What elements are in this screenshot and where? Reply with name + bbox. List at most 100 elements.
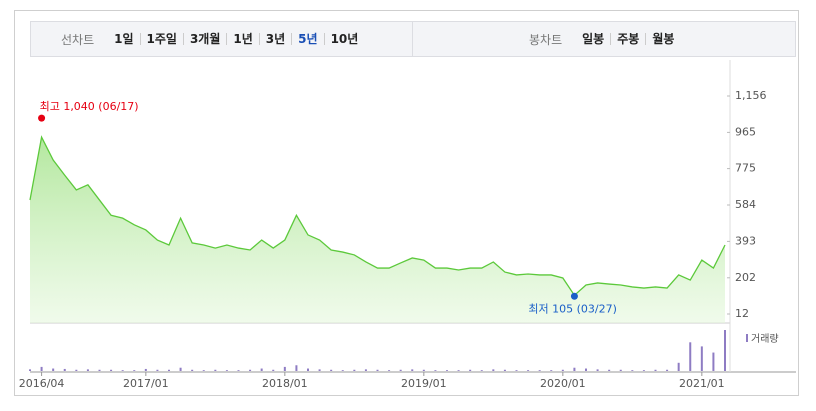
x-tick-label: 2021/01 [679,377,725,390]
volume-bar [307,368,309,371]
x-tick-label: 2017/01 [123,377,169,390]
y-tick-label: 584 [735,198,756,211]
y-tick-label: 202 [735,271,756,284]
x-tick-label: 2016/04 [19,377,65,390]
y-tick-label: 1,156 [735,89,767,102]
volume-bar [654,369,657,371]
volume-bar [550,370,553,371]
volume-bar [40,366,43,371]
volume-bar [191,369,194,371]
volume-bar [469,369,472,371]
volume-bar [608,369,611,371]
volume-bar [283,366,286,371]
volume-bar [272,369,275,371]
tab[interactable]: 1주일 [139,33,183,45]
tab[interactable]: 5년 [291,33,323,45]
volume-bar [677,362,680,371]
volume-bar [318,369,321,371]
price-line [29,135,726,297]
volume-bar [399,369,402,371]
y-tick-label: 775 [735,162,756,175]
volume-bar [75,369,78,371]
volume-bar [110,369,113,371]
volume-bar [515,370,518,371]
volume-bar [214,369,217,371]
volume-bar [689,342,692,371]
volume-bar [538,370,541,371]
y-tick-label: 12 [735,307,749,320]
volume-bar [631,370,634,371]
area [30,137,725,323]
volume-bar [156,369,159,371]
volume-bar [98,369,101,371]
volume-bar [527,370,530,371]
volume-bar [133,370,136,371]
volume-bar [492,369,495,371]
volume-bar [364,369,367,371]
x-tick-label: 2019/01 [401,377,447,390]
volume-bar [249,369,252,371]
volume-bar [573,367,576,371]
tab[interactable]: 일봉 [582,32,605,46]
tab[interactable]: 주봉 [610,33,645,45]
volume-bar [29,369,31,371]
volume-bar [446,370,448,371]
volume-bar [353,369,356,371]
volume-bar [179,367,182,371]
tab[interactable]: 월봉 [645,33,680,45]
annotation-label: 최고 1,040 (06/17) [40,100,139,113]
tab[interactable]: 1일 [114,32,134,46]
annotation-dot [570,292,578,300]
annotation-label: 최저 105 (03/27) [528,302,617,315]
tab[interactable]: 10년 [323,33,365,45]
volume-bar [330,369,333,371]
volume-bar [376,369,379,371]
volume-bar [225,370,228,371]
volume-bar [388,370,391,371]
volume-bar [503,369,506,371]
volume-bar [52,368,55,371]
volume-bar [295,365,298,371]
volume-bar [480,370,483,371]
volume-bar [561,369,564,371]
volume-bar [202,370,205,371]
y-tick-label: 965 [735,125,756,138]
tab[interactable]: 3개월 [182,33,226,45]
tab-bar: 선차트 1일 1주일 3개월 1년 3년 5년 10년 봉차트 일봉 주봉 월봉 [30,21,796,57]
tab[interactable]: 3년 [258,33,291,45]
tab-group-label: 봉차트 [529,32,563,47]
y-tick-label: 393 [735,234,756,247]
volume-bar [341,370,344,371]
legend-label: 거래량 [751,333,779,345]
line-tabs: 선차트 1일 1주일 3개월 1년 3년 5년 10년 [31,22,413,56]
legend-swatch [746,334,748,342]
volume-bar [168,369,170,371]
volume-bar [260,368,263,371]
volume-bar [585,368,587,371]
volume-bar [86,369,89,371]
volume-bar [724,330,726,371]
volume-bar [121,370,124,371]
volume-bar [596,369,599,371]
volume-bar [666,369,669,371]
volume-bar [642,370,645,371]
volume-bar [63,368,66,371]
tab[interactable]: 1년 [226,33,258,45]
chart-frame [14,10,799,396]
tab-group-label: 선차트 [61,32,95,47]
volume-bar [457,370,460,371]
volume-bar [434,370,437,371]
volume-bar [144,368,147,371]
volume-bar [411,369,414,371]
volume-bar [422,369,425,371]
volume-bar [712,352,715,371]
volume-bar [619,369,622,371]
x-tick-label: 2020/01 [540,377,586,390]
candle-tabs: 봉차트 일봉 주봉 월봉 [413,22,680,56]
annotation-dot [38,114,46,122]
volume-bar [700,346,703,371]
volume-bar [237,370,240,371]
x-tick-label: 2018/01 [262,377,308,390]
